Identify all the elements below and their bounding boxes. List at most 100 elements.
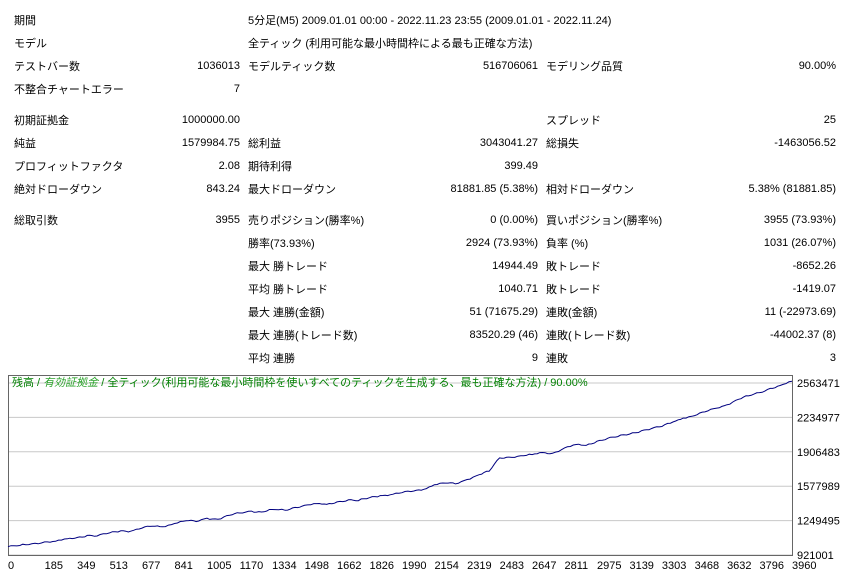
report-value: 14944.49 xyxy=(492,259,538,272)
y-axis-label: 1577989 xyxy=(797,481,840,493)
report-row: 平均 勝トレード 1040.71 敗トレード -1419.07 xyxy=(0,277,843,300)
report-value-wide: 全ティック (利用可能な最小時間枠による最も正確な方法) xyxy=(248,37,533,50)
y-axis-label: 1249495 xyxy=(797,516,840,528)
x-axis-label: 3960 xyxy=(792,560,816,572)
report-row: 期間 5分足(M5) 2009.01.01 00:00 - 2022.11.23 … xyxy=(0,8,843,31)
report-row: 最大 連勝(トレード数) 83520.29 (46) 連敗(トレード数) -44002… xyxy=(0,323,843,346)
x-axis-label: 3139 xyxy=(629,560,653,572)
report-value: 7 xyxy=(233,82,240,95)
report-label: 期間 xyxy=(14,14,36,27)
report-value: 0 (0.00%) xyxy=(490,213,538,226)
x-axis-label: 1334 xyxy=(272,560,296,572)
report-value: -44002.37 (8) xyxy=(769,328,836,341)
report-label: プロフィットファクタ xyxy=(14,160,124,173)
x-axis-label: 841 xyxy=(175,560,193,572)
section-gap xyxy=(0,100,843,108)
report-row: 初期証拠金 1000000.00 スプレッド 25 xyxy=(0,108,843,131)
report-value-wide: 5分足(M5) 2009.01.01 00:00 - 2022.11.23 23… xyxy=(248,14,612,27)
report-label: 総取引数 xyxy=(14,214,58,227)
report-label: 平均 連勝 xyxy=(248,352,296,365)
x-axis-label: 3303 xyxy=(662,560,686,572)
report-label: 売りポジション(勝率%) xyxy=(248,214,365,227)
x-axis-label: 1498 xyxy=(305,560,329,572)
y-axis-label: 2234977 xyxy=(797,412,840,424)
report-row: 最大 勝トレード 14944.49 敗トレード -8652.26 xyxy=(0,254,843,277)
y-axis-label: 921001 xyxy=(797,550,834,562)
report-row: 最大 連勝(金額) 51 (71675.29) 連敗(金額) 11 (-22973.6… xyxy=(0,300,843,323)
report-value: 25 xyxy=(823,113,836,126)
report-label: スプレッド xyxy=(546,114,601,127)
x-axis-label: 677 xyxy=(142,560,160,572)
balance-chart: 921001 1249495 1577989 1906483 2234977 256347… xyxy=(0,373,843,576)
report-row: テストバー数 1036013 モデルティック数 516706061 モデリング品質 90.… xyxy=(0,54,843,77)
report-value: 1000000.00 xyxy=(181,113,240,126)
report-label: 敗トレード xyxy=(546,283,601,296)
report-value: 1040.71 xyxy=(498,282,538,295)
report-value: 1036013 xyxy=(197,59,240,72)
report-value: 3955 xyxy=(215,213,240,226)
report-label: 期待利得 xyxy=(248,160,292,173)
plot-border xyxy=(8,375,793,556)
report-value: -1419.07 xyxy=(792,282,836,295)
report-label: 負率 (%) xyxy=(546,237,589,250)
report-label: モデルティック数 xyxy=(248,60,336,73)
x-axis-label: 1170 xyxy=(240,560,264,572)
report-label: 連敗(金額) xyxy=(546,306,598,319)
x-axis-label: 1826 xyxy=(370,560,394,572)
x-axis-label: 2975 xyxy=(597,560,621,572)
report-row: 勝率(73.93%) 2924 (73.93%) 負率 (%) 1031 (26.07… xyxy=(0,231,843,254)
report-label: 最大 勝トレード xyxy=(248,260,329,273)
x-axis-label: 2647 xyxy=(532,560,556,572)
report-value: 11 (-22973.69) xyxy=(764,305,836,318)
x-axis-label: 1005 xyxy=(207,560,231,572)
x-axis-label: 3796 xyxy=(760,560,784,572)
report-row: 不整合チャートエラー 7 xyxy=(0,77,843,100)
x-axis-label: 2319 xyxy=(467,560,491,572)
report-label: 勝率(73.93%) xyxy=(248,237,315,250)
report-label: 純益 xyxy=(14,137,36,150)
report-row: 平均 連勝 9 連敗 3 xyxy=(0,346,843,369)
report-row: プロフィットファクタ 2.08 期待利得 399.49 xyxy=(0,154,843,177)
y-axis-label: 1906483 xyxy=(797,447,840,459)
report-value: 81881.85 (5.38%) xyxy=(450,182,538,195)
report-row: 総取引数 3955 売りポジション(勝率%) 0 (0.00%) 買いポジション(勝率%… xyxy=(0,208,843,231)
report-label: 初期証拠金 xyxy=(14,114,69,127)
report-value: 90.00% xyxy=(798,59,836,72)
report-table: 期間 5分足(M5) 2009.01.01 00:00 - 2022.11.23 … xyxy=(0,8,843,369)
report-row: 絶対ドローダウン 843.24 最大ドローダウン 81881.85 (5.38%) 相対… xyxy=(0,177,843,200)
x-axis-label: 3468 xyxy=(695,560,719,572)
report-value: -1463056.52 xyxy=(774,136,836,149)
report-label: 連敗(トレード数) xyxy=(546,329,631,342)
x-axis-label: 349 xyxy=(77,560,95,572)
section-gap xyxy=(0,200,843,208)
report-label: 総利益 xyxy=(248,137,281,150)
balance-chart-svg: 921001 1249495 1577989 1906483 2234977 256347… xyxy=(7,375,840,572)
x-axis-label: 513 xyxy=(110,560,128,572)
report-label: 敗トレード xyxy=(546,260,601,273)
report-label: モデリング品質 xyxy=(546,60,623,73)
chart-caption: 残高 / 有効証拠金 / 全ティック(利用可能な最小時間枠を使いすべてのティック… xyxy=(12,375,588,389)
report-value: 2.08 xyxy=(218,159,240,172)
report-label: テストバー数 xyxy=(14,60,80,73)
report-value: 1579984.75 xyxy=(181,136,240,149)
report-label: 最大 連勝(金額) xyxy=(248,306,325,319)
x-axis-label: 2154 xyxy=(434,560,458,572)
report-value: 843.24 xyxy=(206,182,240,195)
report-label: 買いポジション(勝率%) xyxy=(546,214,663,227)
report-label: 最大ドローダウン xyxy=(248,183,336,196)
report-label: 最大 連勝(トレード数) xyxy=(248,329,358,342)
report-value: 1031 (26.07%) xyxy=(763,236,836,249)
report-label: 相対ドローダウン xyxy=(546,183,634,196)
report-value: 9 xyxy=(531,351,538,364)
report-value: -8652.26 xyxy=(792,259,836,272)
report-row: 純益 1579984.75 総利益 3043041.27 総損失 -1463056.52 xyxy=(0,131,843,154)
report-row: モデル 全ティック (利用可能な最小時間枠による最も正確な方法) xyxy=(0,31,843,54)
report-label: 総損失 xyxy=(546,137,579,150)
report-label: 平均 勝トレード xyxy=(248,283,329,296)
report-value: 3955 (73.93%) xyxy=(763,213,836,226)
report-label: 絶対ドローダウン xyxy=(14,183,102,196)
report-label: モデル xyxy=(14,37,47,50)
report-value: 2924 (73.93%) xyxy=(465,236,538,249)
x-axis-label: 2483 xyxy=(500,560,524,572)
x-axis-label: 2811 xyxy=(565,560,589,572)
